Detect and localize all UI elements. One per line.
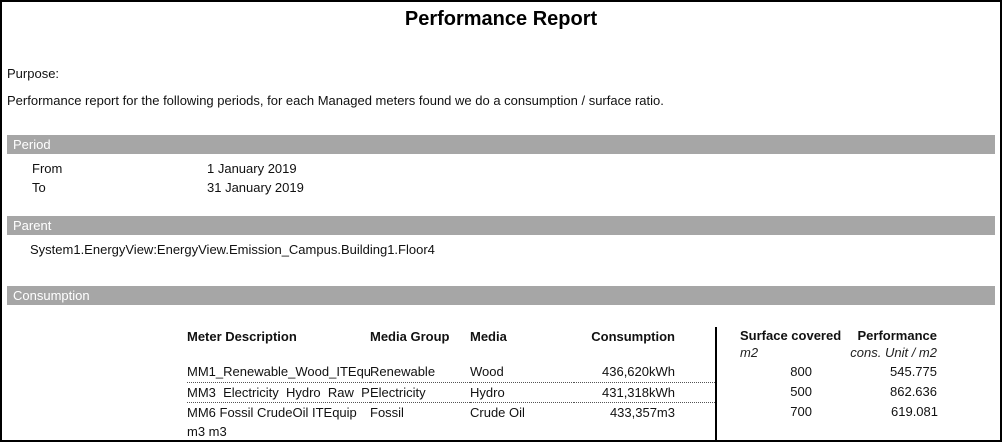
- table-header-row: Meter Description Media Group Media Cons…: [187, 327, 715, 362]
- period-to-label: To: [32, 180, 46, 195]
- cell-media-group: Electricity: [370, 382, 470, 403]
- col-header-performance: Performance cons. Unit / m2: [840, 327, 940, 362]
- table-row: MM6 Fossil CrudeOil ITEquip m3 m3 Fossil…: [187, 402, 715, 440]
- parent-path: System1.EnergyView:EnergyView.Emission_C…: [30, 242, 435, 257]
- cell-surface-covered: 500: [790, 384, 812, 399]
- table-row: MM3 Electricity Hydro Raw P Electricity …: [187, 382, 715, 403]
- consumption-table-left: Meter Description Media Group Media Cons…: [187, 327, 715, 440]
- performance-unit: cons. Unit / m2: [850, 345, 937, 360]
- cell-media-group: Fossil: [370, 402, 470, 440]
- col-header-media-group: Media Group: [370, 329, 450, 344]
- cell-surface-covered: 700: [790, 404, 812, 419]
- col-header-meter-description: Meter Description: [187, 329, 297, 344]
- cell-media: Wood: [470, 362, 574, 383]
- cell-performance: 619.081: [891, 404, 938, 419]
- period-from-value: 1 January 2019: [207, 161, 297, 176]
- section-header-parent: Parent: [7, 216, 995, 235]
- cell-consumption: 433,357m3: [574, 402, 715, 440]
- table-header-row: Surface covered m2 Performance cons. Uni…: [716, 327, 940, 362]
- period-row-from: From 1 January 2019: [2, 159, 1000, 178]
- cell-consumption: 431,318kWh: [574, 382, 715, 403]
- purpose-text: Performance report for the following per…: [7, 93, 664, 108]
- table-row: MM1_Renewable_Wood_ITEqu Renewable Wood …: [187, 362, 715, 383]
- cell-media-group: Renewable: [370, 362, 470, 383]
- cell-performance: 545.775: [890, 364, 937, 379]
- period-from-label: From: [32, 161, 63, 176]
- cell-meter-description: MM6 Fossil CrudeOil ITEquip m3 m3: [187, 402, 370, 440]
- cell-consumption: 436,620kWh: [574, 362, 715, 383]
- cell-meter-description: MM1_Renewable_Wood_ITEqu: [187, 362, 370, 383]
- cell-media: Hydro: [470, 382, 574, 403]
- cell-media: Crude Oil: [470, 402, 574, 440]
- cell-surface-covered: 800: [790, 364, 812, 379]
- period-to-value: 31 January 2019: [207, 180, 304, 195]
- col-header-consumption: Consumption: [591, 329, 675, 344]
- surface-covered-title: Surface covered: [740, 328, 842, 343]
- cell-meter-description: MM3 Electricity Hydro Raw P: [187, 382, 370, 403]
- page-title: Performance Report: [404, 8, 598, 30]
- performance-title: Performance: [857, 328, 937, 343]
- section-header-consumption: Consumption: [7, 286, 995, 305]
- table-row: 500 862.636: [716, 382, 940, 402]
- cell-performance: 862.636: [890, 384, 937, 399]
- surface-covered-unit: m2: [740, 345, 759, 360]
- consumption-table-area: Meter Description Media Group Media Cons…: [187, 327, 1000, 440]
- purpose-label: Purpose:: [7, 66, 60, 81]
- section-header-period: Period: [7, 135, 995, 154]
- consumption-table-right: Surface covered m2 Performance cons. Uni…: [715, 327, 941, 440]
- table-row: 800 545.775: [716, 362, 940, 382]
- table-row: 700 619.081: [716, 402, 940, 440]
- col-header-surface-covered: Surface covered m2: [716, 327, 842, 362]
- period-row-to: To 31 January 2019: [2, 178, 1000, 197]
- col-header-media: Media: [470, 329, 507, 344]
